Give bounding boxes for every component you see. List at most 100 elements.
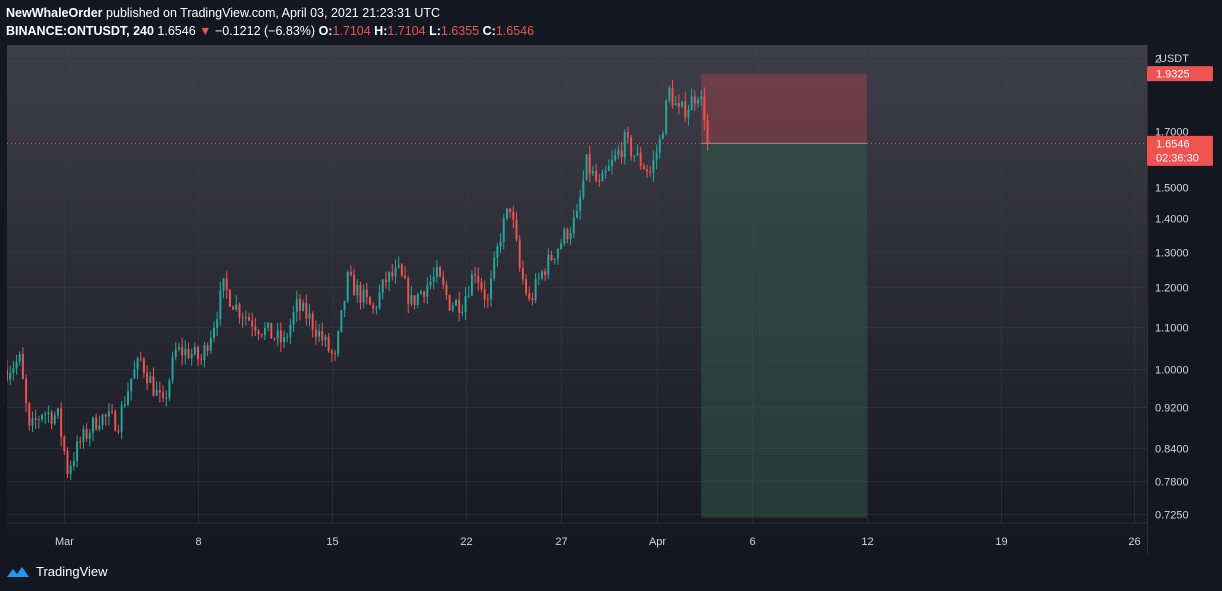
candle [334, 349, 336, 361]
candle-body [365, 289, 368, 298]
candle [388, 271, 391, 292]
footer-brand[interactable]: TradingView [36, 564, 108, 579]
candle [276, 322, 279, 347]
candle [177, 343, 180, 352]
low-value: 1.6355 [440, 24, 480, 38]
candle-body [646, 169, 649, 172]
candle-body [241, 316, 244, 318]
candle-body [130, 378, 133, 392]
candle [330, 348, 333, 363]
time-tick-label: 27 [555, 536, 567, 548]
price-chart[interactable]: 2 1.7000 1.5000 1.4000 1.3000 1.2000 1.1000 1.0… [7, 45, 1213, 554]
price-tick-label: 1.2000 [1155, 283, 1189, 295]
candle-body [416, 293, 419, 305]
candle-body [193, 347, 196, 354]
candle [241, 312, 244, 328]
candle-body [302, 302, 305, 311]
candle [305, 294, 308, 326]
candle [283, 330, 286, 349]
candle [53, 411, 56, 426]
candle-body [114, 411, 117, 431]
candle-body [9, 372, 12, 380]
candle [461, 304, 464, 317]
position-zones[interactable] [701, 73, 867, 518]
candle [595, 163, 598, 183]
time-tick-label: Apr [649, 536, 666, 548]
candle-body [142, 359, 145, 373]
candle-body [104, 414, 107, 417]
candle [50, 409, 53, 430]
candle-body [254, 326, 257, 331]
candle-body [251, 320, 254, 327]
open-label: O: [318, 24, 333, 38]
candle-body [133, 369, 136, 379]
candle-body [146, 372, 149, 383]
candle [219, 281, 222, 326]
tradingview-logo-icon[interactable] [6, 565, 30, 579]
candle [155, 381, 158, 396]
time-axis[interactable]: Mar 8 15 22 27 Apr 6 12 19 26 [55, 536, 1141, 548]
candle [82, 425, 85, 449]
publish-info: NewWhaleOrder published on TradingView.c… [6, 4, 534, 22]
candle-body [381, 279, 384, 293]
candle [238, 302, 241, 324]
candle-body [270, 322, 273, 339]
candle-body [582, 179, 585, 197]
time-tick-label: 12 [861, 536, 873, 548]
candle-body [630, 137, 633, 157]
stop-loss-zone[interactable] [701, 73, 867, 144]
candle-body [260, 334, 263, 336]
symbol-label[interactable]: BINANCE:ONTUSDT, 240 [6, 24, 154, 38]
candle [646, 164, 649, 178]
chart-frame[interactable]: 2 1.7000 1.5000 1.4000 1.3000 1.2000 1.1000 1.0… [7, 45, 1213, 554]
candle-body [626, 132, 629, 138]
candle [311, 311, 314, 338]
candle-body [505, 208, 508, 219]
candle-body [111, 411, 114, 413]
candle [158, 381, 161, 403]
candle-body [617, 150, 620, 155]
take-profit-zone[interactable] [701, 143, 867, 518]
candle [257, 328, 260, 341]
author-name[interactable]: NewWhaleOrder [6, 6, 103, 20]
candle [123, 396, 126, 408]
candle [400, 263, 403, 277]
candle-body [177, 347, 180, 350]
candle-body [50, 412, 53, 424]
candle [423, 290, 426, 304]
candle [496, 243, 499, 267]
candle-body [228, 290, 231, 307]
price-axis[interactable]: 2 1.7000 1.5000 1.4000 1.3000 1.2000 1.1000 1.0… [1155, 53, 1189, 522]
candle [528, 286, 531, 302]
candle [181, 337, 184, 366]
candle [41, 413, 44, 423]
candle [448, 294, 451, 312]
candle-body [525, 279, 528, 294]
candle [111, 403, 114, 415]
candle-body [585, 154, 588, 180]
stop-price-label-text: 1.9325 [1156, 69, 1190, 81]
candle-body [212, 327, 215, 338]
candle-body [490, 278, 493, 300]
candle [652, 150, 655, 182]
candle [544, 268, 547, 282]
candle-body [88, 432, 91, 439]
candle [295, 290, 298, 323]
candle [244, 310, 247, 326]
candle-body [502, 218, 505, 242]
candle [591, 165, 594, 177]
candle-body [257, 330, 260, 335]
open-value: 1.7104 [332, 24, 371, 38]
candle-body [483, 289, 486, 300]
candle [480, 277, 483, 293]
candle-body [136, 358, 139, 370]
candle-body [289, 324, 292, 337]
candle-body [391, 272, 394, 277]
candle-body [155, 390, 158, 396]
candle-body [107, 411, 110, 417]
candle-body [499, 241, 502, 247]
high-value: 1.7104 [387, 24, 426, 38]
candle [582, 170, 585, 200]
candle [585, 153, 588, 181]
candle [139, 351, 142, 362]
